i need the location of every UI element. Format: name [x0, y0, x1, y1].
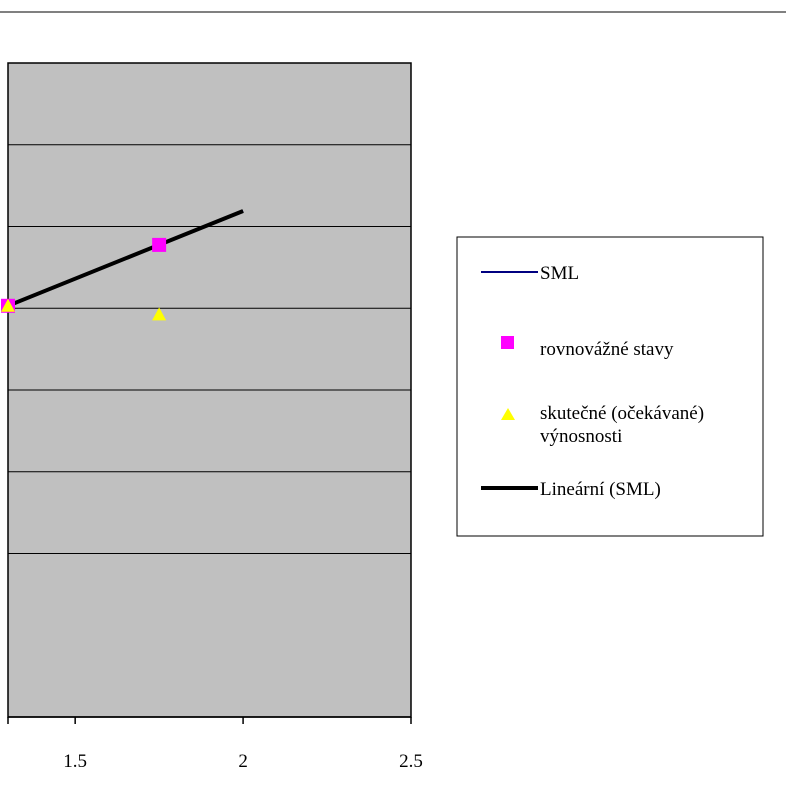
legend-label-actual-line1: skutečné (očekávané)	[540, 403, 704, 424]
x-axis-ticks: 1.5 2 2.5	[7, 717, 423, 772]
legend-item-linear: Lineární (SML)	[481, 479, 661, 500]
x-tick-label: 1.5	[63, 751, 87, 772]
series	[1, 209, 244, 321]
legend-label-sml: SML	[540, 263, 579, 284]
legend-label-equilibrium: rovnovážné stavy	[540, 339, 674, 360]
x-tick-label: 2.5	[399, 751, 423, 772]
x-tick-label: 2	[238, 751, 248, 772]
equilibrium-point	[152, 237, 167, 252]
trendline-sml	[7, 209, 244, 308]
legend-label-linear: Lineární (SML)	[540, 479, 661, 500]
legend-item-equilibrium: rovnovážné stavy	[501, 336, 674, 360]
actual-return-point	[152, 307, 167, 321]
legend-square-icon	[501, 336, 514, 349]
legend-item-sml: SML	[481, 263, 579, 284]
gridlines	[8, 144, 411, 554]
legend-label-actual-line2: výnosnosti	[540, 426, 622, 447]
actual-return-point	[1, 298, 15, 312]
legend: SML rovnovážné stavy skutečné (očekávané…	[456, 236, 764, 537]
legend-item-actual: skutečné (očekávané) výnosnosti	[501, 403, 704, 447]
legend-triangle-icon	[501, 408, 515, 420]
